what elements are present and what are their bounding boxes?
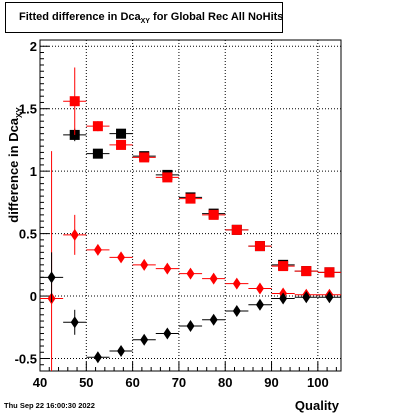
series-black-squares [63, 128, 341, 278]
grid-lines [40, 40, 341, 371]
x-tick-label: 80 [218, 375, 232, 390]
data-point-diamond [93, 351, 102, 364]
axis-ticks: 40 50 60 70 80 90 100 -0.5 0 0.5 1 1.5 2 [15, 39, 337, 390]
chart-title-rest: for Global Rec All NoHits [149, 11, 284, 23]
data-point-diamond [232, 277, 241, 290]
x-axis-label: Quality [295, 398, 340, 413]
data-point-square [301, 266, 312, 277]
y-axis-label: difference in DcaXY [6, 107, 24, 223]
data-point-square [92, 148, 103, 159]
y-axis-label-main: difference in Dca [6, 117, 21, 223]
data-point-diamond [93, 243, 102, 256]
chart-title-box: Fitted difference in DcaXY for Global Re… [5, 2, 283, 33]
data-point-diamond [70, 316, 79, 329]
data-point-diamond [117, 345, 126, 358]
x-tick-label: 60 [125, 375, 139, 390]
y-tick-label: 2 [30, 39, 37, 54]
y-axis-label-group: difference in DcaXY [6, 107, 24, 223]
data-point-diamond [209, 313, 218, 326]
x-tick-label: 100 [307, 375, 329, 390]
data-series [40, 67, 341, 371]
data-point-diamond [140, 333, 149, 346]
data-point-diamond [279, 292, 288, 305]
y-axis-label-subscript: XY [15, 107, 24, 118]
data-point-square [116, 128, 127, 139]
x-tick-label: 90 [264, 375, 278, 390]
x-tick-label: 40 [33, 375, 47, 390]
data-point-diamond [209, 272, 218, 285]
y-tick-label: 1 [30, 164, 37, 179]
data-point-square [139, 152, 150, 163]
y-tick-label: -0.5 [15, 352, 37, 367]
data-point-diamond [186, 267, 195, 280]
data-point-diamond [302, 291, 311, 304]
data-point-diamond [140, 258, 149, 271]
series-black-diamonds [40, 252, 341, 364]
data-point-square [324, 267, 335, 278]
chart-title-subscript: XY [140, 18, 150, 26]
x-tick-label: 70 [172, 375, 186, 390]
data-point-diamond [117, 251, 126, 264]
timestamp: Thu Sep 22 16:00:30 2022 [4, 401, 95, 410]
data-point-diamond [325, 291, 334, 304]
chart-title-main: Fitted difference in Dca [19, 11, 141, 23]
series-red-diamonds [40, 151, 341, 371]
data-point-diamond [255, 282, 264, 295]
chart-title: Fitted difference in DcaXY for Global Re… [19, 11, 283, 25]
y-tick-label: 1.5 [19, 102, 37, 117]
plot-border [39, 39, 342, 372]
data-point-diamond [163, 327, 172, 340]
data-point-square [92, 121, 103, 132]
y-tick-label: 0.5 [19, 227, 37, 242]
data-point-square [185, 193, 196, 204]
data-point-diamond [47, 271, 56, 284]
data-point-square [231, 224, 242, 235]
data-point-square [162, 172, 173, 183]
x-tick-label: 50 [79, 375, 93, 390]
data-point-square [254, 241, 265, 252]
data-point-diamond [70, 228, 79, 241]
data-point-diamond [232, 305, 241, 318]
data-point-square [69, 96, 80, 107]
data-point-diamond [255, 298, 264, 311]
series-red-squares [63, 67, 341, 278]
plot-frame [39, 39, 342, 372]
data-point-diamond [163, 262, 172, 275]
data-point-square [278, 261, 289, 272]
data-point-square [116, 139, 127, 150]
data-point-square [208, 209, 219, 220]
y-tick-label: 0 [30, 289, 37, 304]
data-point-diamond [186, 320, 195, 333]
